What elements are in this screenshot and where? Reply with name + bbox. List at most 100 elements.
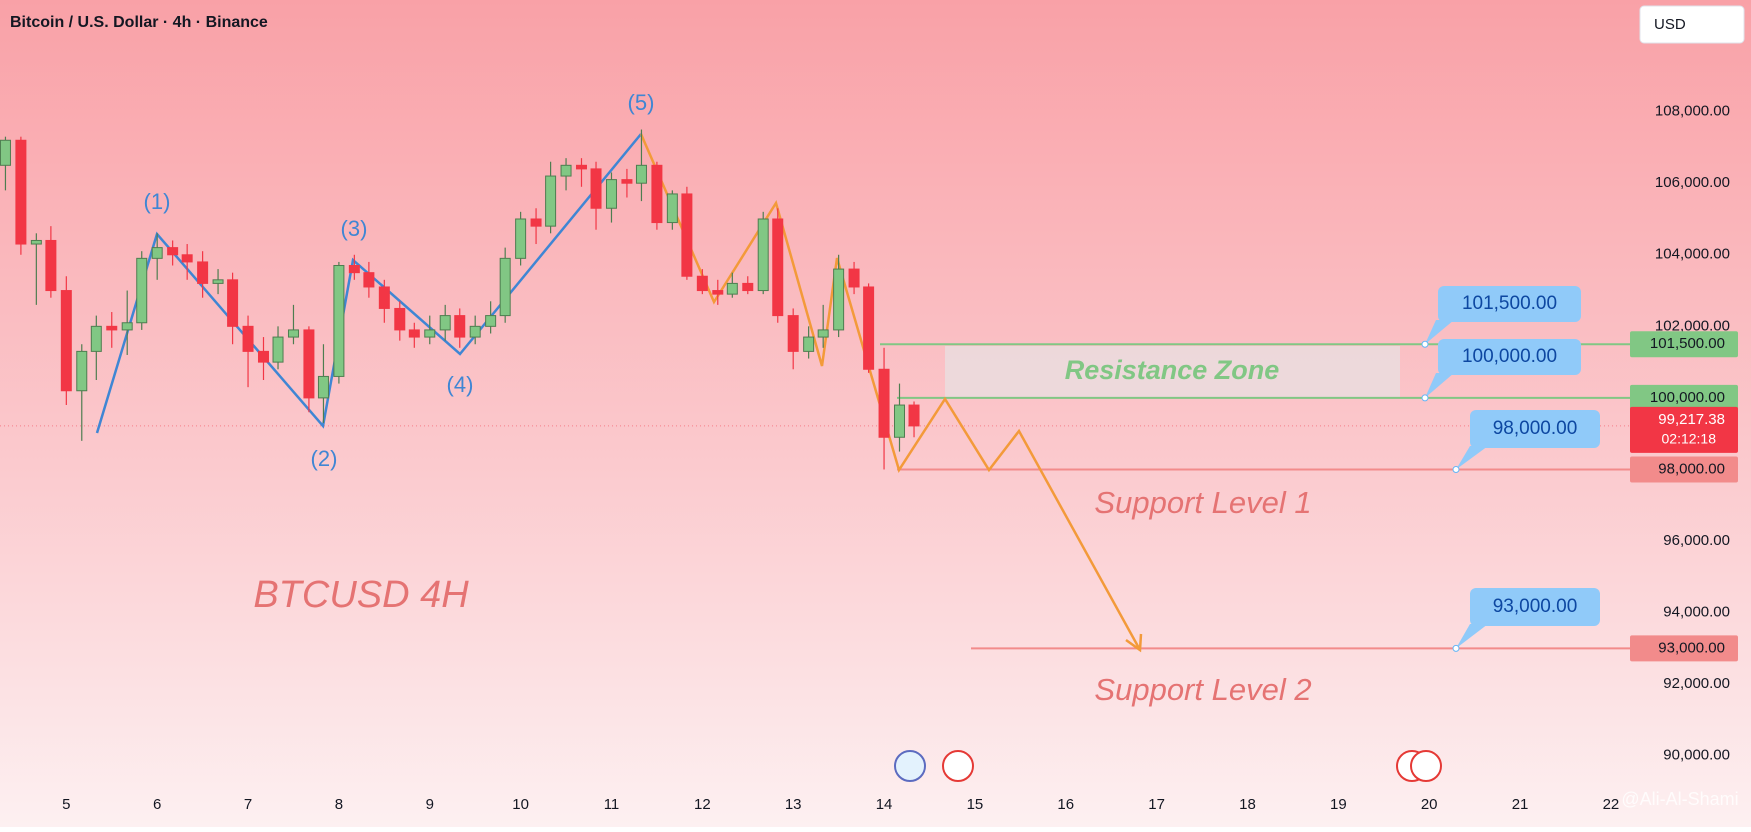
x-tick-label: 17 [1148,796,1165,813]
candle-body [817,329,829,338]
support-label: Support Level 2 [1094,672,1311,707]
callout-label: 101,500.00 [1462,293,1557,314]
candle-body [121,322,133,331]
level-axis-label: 101,500.00 [1650,335,1725,352]
callout-tail [1456,446,1488,470]
x-tick-label: 21 [1512,796,1529,813]
event-icon[interactable] [1410,750,1442,782]
y-tick-label: 102,000.00 [1655,317,1730,334]
callout-anchor [1452,644,1460,652]
x-tick-label: 22 [1603,796,1620,813]
candle-body [45,239,57,292]
candle-body [863,286,875,370]
candle-body [605,179,617,209]
candle-body [908,404,920,427]
level-axis-box [1630,635,1738,662]
x-tick-label: 7 [244,796,252,813]
y-tick-label: 92,000.00 [1663,675,1730,692]
candle-body [181,254,193,263]
y-tick-label: 94,000.00 [1663,604,1730,621]
x-tick-label: 16 [1057,796,1074,813]
callout-tail [1425,373,1454,398]
level-axis-box [1630,456,1738,483]
candle-body [545,175,557,227]
x-tick-label: 12 [694,796,711,813]
event-icon[interactable] [894,750,926,782]
currency-button[interactable] [1639,5,1745,44]
candle-body [666,193,678,224]
callout-tail [1456,624,1488,649]
candle-body [348,265,360,274]
level-axis-label: 93,000.00 [1658,639,1725,656]
callout-box [1438,286,1581,322]
wave-label: (2) [311,446,338,471]
current-price-box [1630,406,1738,453]
callout-tail [1425,320,1454,345]
candle-body [833,268,845,331]
candle-body [848,268,860,288]
candle-body [560,164,572,177]
level-axis-label: 98,000.00 [1658,460,1725,477]
candle-body [651,164,663,224]
candle-body [212,279,224,284]
candle-body [136,257,148,324]
wave-label: (3) [341,216,368,241]
candle-body [575,164,587,170]
x-tick-label: 18 [1239,796,1256,813]
callout-box [1470,588,1600,626]
candle-body [742,282,754,292]
candle-body [893,404,905,438]
candle-body [485,315,497,327]
callout-anchor [1421,340,1429,348]
candle-body [469,325,481,338]
candle-body [333,265,345,377]
y-tick-label: 90,000.00 [1663,747,1730,764]
x-tick-label: 11 [604,796,620,813]
currency-label[interactable]: USD [1654,16,1686,33]
x-tick-label: 10 [512,796,529,813]
y-tick-label: 106,000.00 [1655,174,1730,191]
candle-body [621,179,633,184]
candle-body [197,261,209,284]
x-tick-label: 13 [785,796,802,813]
candle-body [530,218,542,227]
candle-body [712,290,724,295]
candle-body [681,193,693,277]
x-tick-label: 9 [426,796,434,813]
candle-body [726,282,738,295]
event-icon[interactable] [942,750,974,782]
event-icons [894,750,1442,782]
level-axis-box [1630,384,1738,411]
candle-body [515,218,527,259]
candle-body [803,336,815,352]
candle-body [227,279,239,327]
candle-body [0,139,11,166]
candle-body [772,218,784,317]
y-tick-label: 108,000.00 [1655,103,1730,120]
level-axis-box [1630,331,1738,358]
x-tick-label: 5 [62,796,70,813]
countdown-label: 02:12:18 [1662,431,1717,447]
callout-label: 93,000.00 [1493,596,1578,617]
candle-body [363,272,375,288]
candle-body [317,375,329,399]
candle-body [408,329,420,338]
level-axis-label: 100,000.00 [1650,389,1725,406]
candle-body [167,247,179,256]
candle-body [635,164,647,184]
callout-anchor [1421,394,1429,402]
candle-body [76,350,88,392]
x-tick-label: 6 [153,796,161,813]
candle-body [439,315,451,331]
candle-body [151,247,163,259]
candle-body [272,336,284,363]
candle-body [454,315,466,338]
x-tick-label: 14 [876,796,893,813]
resistance-label: Resistance Zone [1065,355,1280,385]
candle-body [878,368,890,438]
symbol-watermark: BTCUSD 4H [253,574,469,616]
wave-label: (4) [447,372,474,397]
x-tick-label: 20 [1421,796,1438,813]
candle-body [590,168,602,209]
candle-body [30,239,42,245]
